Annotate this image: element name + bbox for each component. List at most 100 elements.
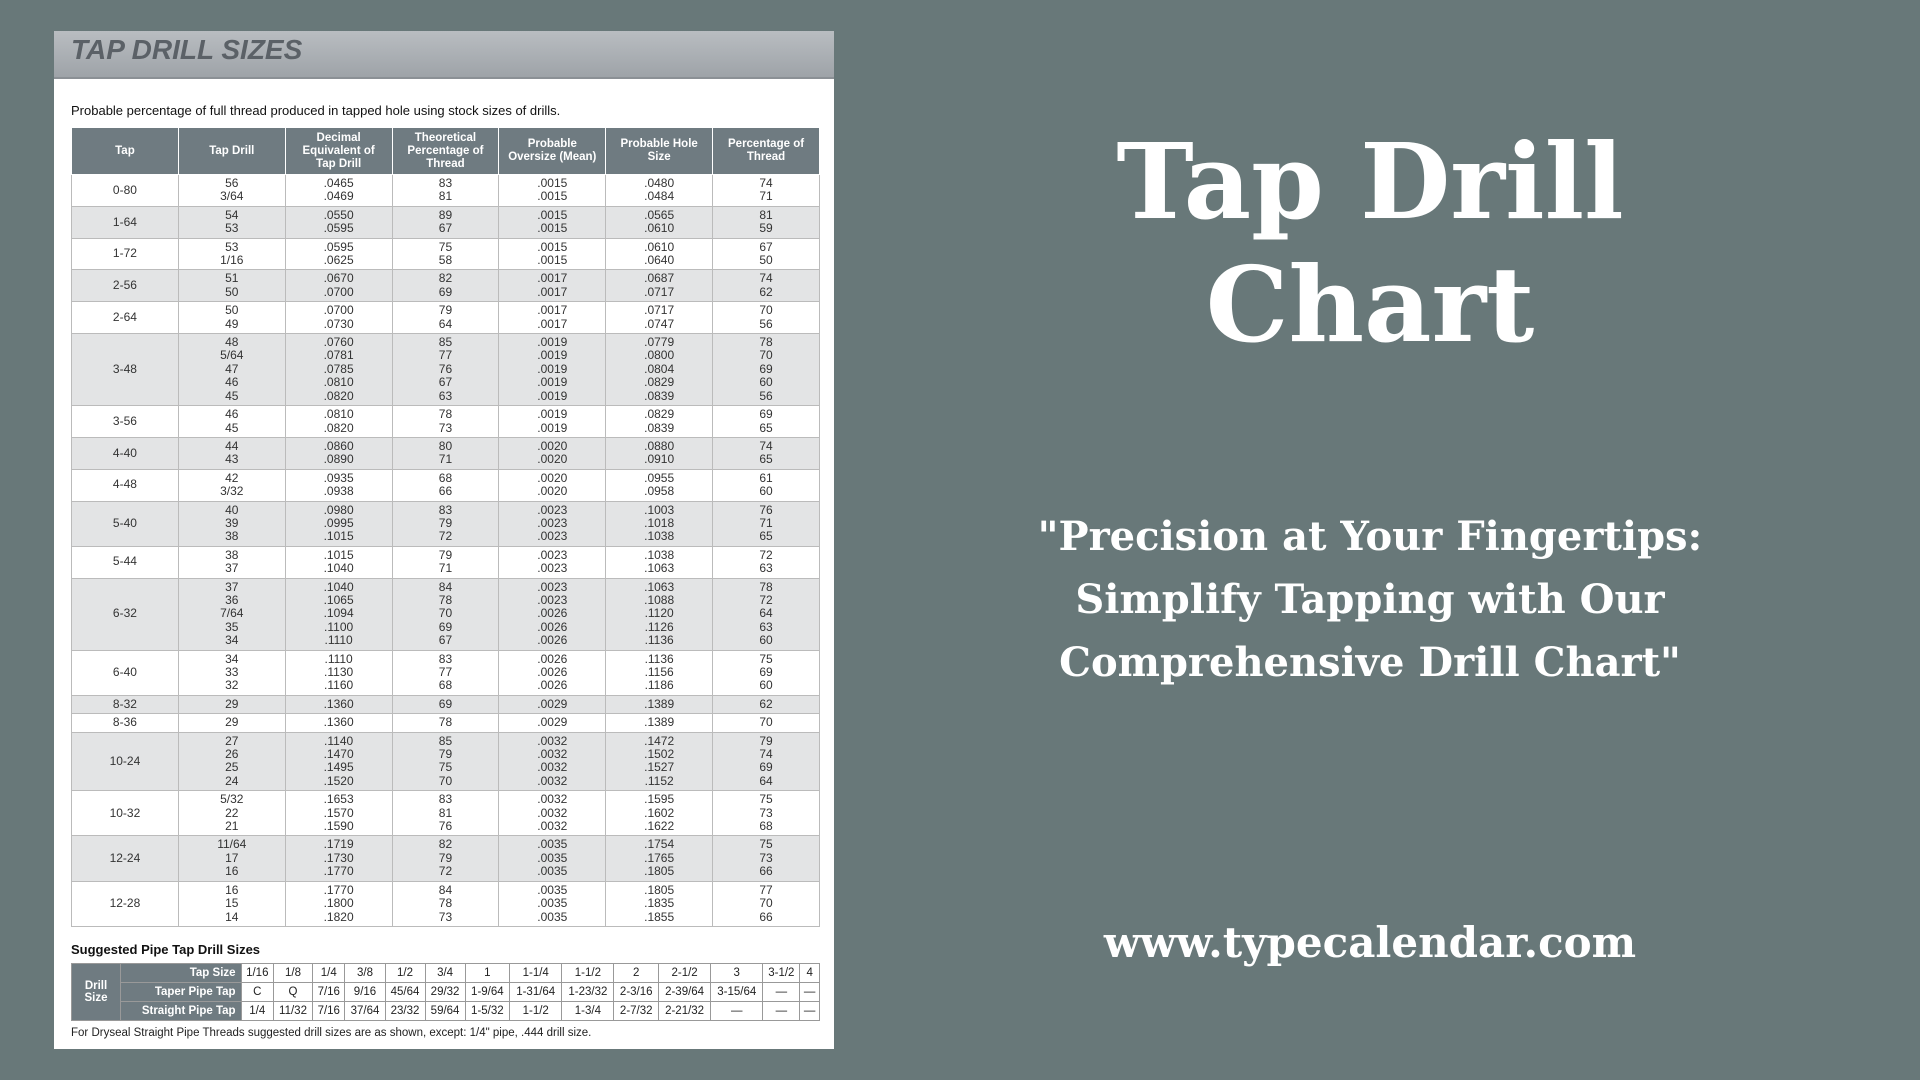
cell-line: .0015 <box>537 189 568 204</box>
cell-line: 89 <box>438 207 453 222</box>
column-header: Theoretical Percentage of Thread <box>391 127 500 175</box>
cell-line: .0550 <box>323 207 354 222</box>
cell-line: .1754 <box>644 837 675 852</box>
cell-line: 16 <box>225 864 239 879</box>
cell-line: 21 <box>225 819 239 834</box>
cell-line: 81 <box>759 207 773 222</box>
value-cell: 38 37 <box>177 545 286 579</box>
value-cell: .0019.0019.0019.0019.0019 <box>498 333 607 407</box>
cell-line: .1820 <box>323 909 354 924</box>
cell-line: 46 <box>225 375 239 390</box>
tap-cell: 12-28 <box>71 880 179 927</box>
cell-line: 74 <box>759 271 773 286</box>
tap-cell: 1-72 <box>71 237 179 271</box>
value-cell: 83 81 76 <box>391 790 500 837</box>
cell-line: .0829 <box>644 407 675 422</box>
cell-line: .0935 <box>323 470 354 485</box>
cell-line: 69 <box>759 760 773 775</box>
tap-cell: 12-24 <box>71 835 179 882</box>
cell-line: .0469 <box>323 189 354 204</box>
pipe-row: Straight Pipe Tap 1/4 11/32 7/16 37/64 23/32 5… <box>72 1001 820 1021</box>
cell-line: 79 <box>438 515 453 530</box>
cell-line: .0747 <box>644 316 675 331</box>
tap-cell: 8-36 <box>71 713 179 733</box>
cell-line: 22 <box>225 805 239 820</box>
value-cell: .0015.0015 <box>498 237 607 271</box>
cell-line: .0670 <box>323 271 354 286</box>
tap-cell: 2-64 <box>71 301 179 335</box>
value-cell: .0023.0023 <box>498 545 607 579</box>
value-cell: 78 72 64 63 60 <box>712 577 820 651</box>
column-header: Tap Drill <box>177 127 286 175</box>
pipe-cell: 59/64 <box>424 1001 466 1021</box>
column-header: Percentage of Thread <box>712 127 820 175</box>
table-row: 5-40 40 39 38.0980.0995.1015 83 79 72.0023.002… <box>71 500 820 547</box>
cell-line: .0020 <box>537 438 568 453</box>
cell-line: 61 <box>759 470 773 485</box>
value-cell: .0810.0820 <box>284 405 393 438</box>
pipe-cell: 11/32 <box>272 1001 314 1021</box>
cell-line: 77 <box>438 348 453 363</box>
cell-line: .0800 <box>644 348 675 363</box>
cell-line: 76 <box>438 819 453 834</box>
value-cell: 78 <box>391 713 500 733</box>
value-cell: 76 71 65 <box>712 500 820 547</box>
pipe-cell: — <box>762 1001 801 1021</box>
value-cell: .0017.0017 <box>498 269 607 303</box>
tap-cell: 6-32 <box>71 577 179 651</box>
card-title: TAP DRILL SIZES <box>71 34 303 65</box>
cell-line: 76 <box>759 502 773 517</box>
table-row: 3-48 48 5/64 47 46 45.0760.0781.0785.0810.082… <box>71 333 820 407</box>
cell-line: .1520 <box>323 773 354 788</box>
cell-line: 15 <box>225 896 239 911</box>
table-row: 0-80 56 3/64.0465.0469 83 81.0015.0015.0480.… <box>71 174 820 207</box>
value-cell: .1040.1065.1094.1100.1110 <box>284 577 393 651</box>
value-cell: .1063.1088.1120.1126.1136 <box>605 577 714 651</box>
cell-line: .0023 <box>537 529 568 544</box>
cell-line: 1/16 <box>220 253 244 268</box>
cell-line: 54 <box>225 207 239 222</box>
cell-line: .0026 <box>537 606 568 621</box>
cell-line: .0017 <box>537 303 568 318</box>
cell-line: 38 <box>225 529 239 544</box>
value-cell: .1136.1156.1186 <box>605 649 714 696</box>
cell-line: .0020 <box>537 484 568 499</box>
value-cell: 53 1/16 <box>177 237 286 271</box>
cell-line: 64 <box>759 606 773 621</box>
cell-line: .0958 <box>644 484 675 499</box>
cell-line: 62 <box>759 696 773 711</box>
cell-line: .1470 <box>323 747 354 762</box>
cell-line: .0019 <box>537 388 568 403</box>
cell-line: 83 <box>438 502 453 517</box>
cell-line: 53 <box>225 239 239 254</box>
value-cell: .1595.1602.1622 <box>605 790 714 837</box>
cell-line: 69 <box>759 665 773 679</box>
cell-line: .1389 <box>644 696 675 711</box>
cell-line: .1360 <box>323 696 354 711</box>
value-cell: 16 15 14 <box>177 880 286 927</box>
cell-line: .0019 <box>537 361 568 376</box>
cell-line: 78 <box>759 335 773 350</box>
value-cell: 50 49 <box>177 301 286 335</box>
cell-line: 39 <box>225 515 239 530</box>
value-cell: .1015.1040 <box>284 545 393 579</box>
cell-line: .0015 <box>537 239 568 254</box>
cell-line: .1805 <box>644 864 675 879</box>
cell-line: .1570 <box>323 805 354 820</box>
cell-line: .0026 <box>537 665 568 679</box>
cell-line: 67 <box>438 221 453 236</box>
cell-line: .1038 <box>644 547 675 562</box>
cell-line: 71 <box>438 452 453 467</box>
cell-line: .1088 <box>644 592 675 607</box>
value-cell: 34 33 32 <box>177 649 286 696</box>
promo-title: Tap Drill Chart <box>1116 120 1624 366</box>
row-label: Taper Pipe Tap <box>120 982 242 1002</box>
value-cell: .0700.0730 <box>284 301 393 335</box>
cell-line: 84 <box>438 579 453 594</box>
cell-line: 67 <box>438 633 453 648</box>
side-label: Drill Size <box>71 963 121 1021</box>
pipe-cell: 2-1/2 <box>658 963 712 983</box>
cell-line: .0019 <box>537 420 568 435</box>
value-cell: 67 50 <box>712 237 820 271</box>
cell-line: 75 <box>759 651 773 666</box>
